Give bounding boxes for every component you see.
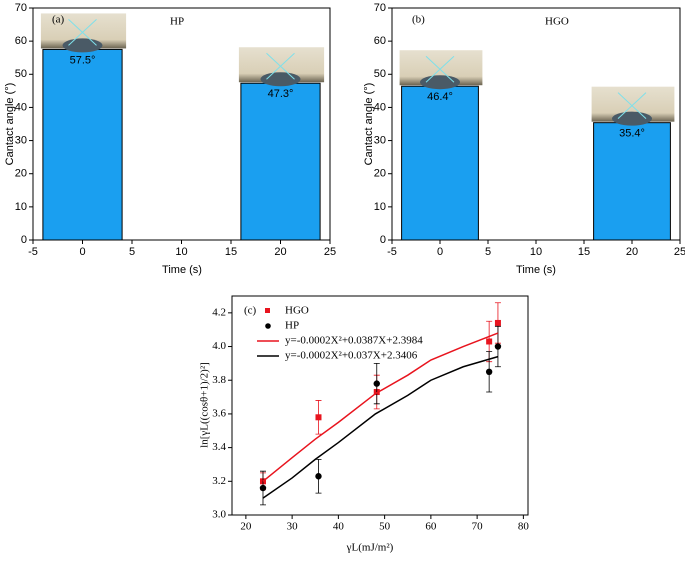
x-tick-label: 40 [333,521,345,533]
x-tick-label: -5 [28,246,38,258]
x-axis-label: Time (s) [162,264,202,276]
y-axis-label: Cantact angle (°) [4,83,16,166]
y-tick-label: 30 [15,134,27,146]
x-tick-label: 25 [674,246,685,258]
y-tick-label: 70 [15,2,27,14]
y-tick-label: 3.4 [212,441,226,453]
y-tick-label: 10 [15,201,27,213]
data-label: 46.4° [427,91,453,103]
x-tick-label: 20 [626,246,638,258]
y-tick-label: 0 [380,234,386,246]
y-tick-label: 4.2 [212,306,226,318]
data-label: 35.4° [619,128,645,140]
fit-line [266,52,295,80]
fit-line [68,19,97,46]
legend-marker [265,323,271,329]
plot-frame [231,295,529,516]
marker [494,319,501,326]
plot-frame [391,7,681,241]
marker [373,380,380,387]
y-axis-label: ln[γL((cosθ+1)/2)²] [199,362,211,448]
x-tick-label: 50 [379,521,391,533]
x-tick-label: 0 [437,246,443,258]
annotation: HGO [545,16,569,28]
fit-curve [262,332,499,482]
y-tick-label: 70 [374,2,386,14]
y-tick-label: 60 [15,35,27,47]
x-tick-label: 70 [472,521,484,533]
legend-label: HGO [285,305,309,317]
bar [593,122,671,241]
y-tick-label: 20 [15,168,27,180]
plot-frame [32,7,331,241]
marker [485,368,493,376]
annotation: (a) [52,14,65,26]
x-tick-label: 80 [518,521,530,533]
x-tick-label: 15 [578,246,590,258]
x-tick-label: 20 [240,521,252,533]
bar [42,48,123,241]
x-axis-label: Time (s) [516,264,556,276]
x-tick-label: 5 [129,246,135,258]
y-tick-label: 3.6 [212,407,226,419]
data-label: 57.5° [70,54,96,66]
y-tick-label: 40 [374,101,386,113]
annotation: (c) [244,305,257,317]
y-tick-label: 3.8 [212,374,226,386]
y-tick-label: 50 [15,68,27,80]
legend-label: y=-0.0002X²+0.037X+2.3406 [285,350,418,362]
legend-marker [265,308,270,313]
y-tick-label: 30 [374,134,386,146]
fit-line [425,55,455,83]
x-tick-label: 5 [485,246,491,258]
chart: 3.0 3.2 3.4 3.6 3.8 4.0 4.2 20 30 40 50 60 70 80 HGO HP… [199,295,530,554]
x-tick-label: 0 [79,246,85,258]
x-tick-label: 30 [287,521,299,533]
marker [494,343,502,350]
y-tick-label: 60 [374,35,386,47]
fit-line [617,92,647,120]
marker [486,338,493,345]
annotation: (b) [412,14,425,26]
x-tick-label: 25 [324,246,336,258]
y-tick-label: 4.0 [212,340,226,352]
y-axis-label: Cantact angle (°) [363,83,375,166]
x-tick-label: 20 [274,246,286,258]
y-tick-label: 20 [374,168,386,180]
y-tick-label: 0 [21,234,27,246]
x-tick-label: 60 [425,521,437,533]
data-label: 47.3° [268,88,294,100]
marker [315,473,322,480]
y-tick-label: 3.0 [212,509,226,521]
x-axis-label: γL(mJ/m²) [346,542,394,554]
y-tick-label: 40 [15,101,27,113]
bar [401,85,479,241]
x-tick-label: 10 [175,246,187,258]
x-tick-label: 10 [530,246,542,258]
marker [259,484,267,492]
x-tick-label: -5 [387,246,397,258]
y-tick-label: 10 [374,201,386,213]
marker [315,414,322,421]
legend-label: HP [285,320,299,332]
y-tick-label: 3.2 [212,475,226,487]
x-tick-label: 15 [225,246,237,258]
bar [240,82,321,241]
annotation: HP [170,16,184,28]
legend-label: y=-0.0002X²+0.0387X+2.3984 [285,335,423,347]
y-tick-label: 50 [374,68,386,80]
fit-curve [262,355,499,499]
